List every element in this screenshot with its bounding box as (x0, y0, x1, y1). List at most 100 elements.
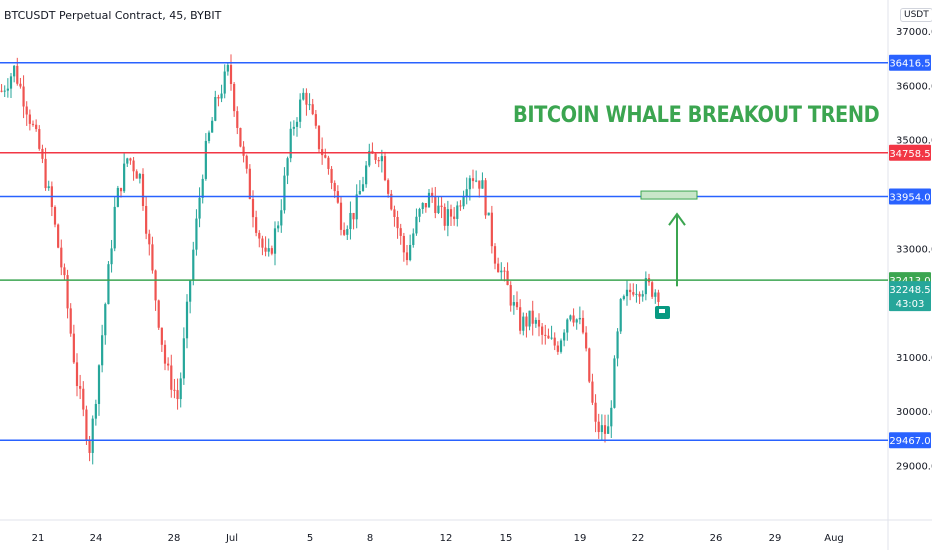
candle-series (0, 54, 660, 465)
candle-body (292, 126, 295, 129)
candle-body (248, 168, 251, 199)
time-tick-label: 5 (307, 533, 313, 544)
candle-body (484, 180, 487, 216)
candle-body (500, 270, 503, 273)
candle-body (69, 308, 72, 334)
candle-body (390, 193, 393, 210)
coffee-icon (655, 306, 670, 319)
price-tick-label: 37000.0 (896, 27, 932, 38)
candle-body (201, 178, 204, 198)
currency-label[interactable]: USDT (900, 8, 932, 22)
last-price-label: 32248.5 (889, 285, 930, 296)
candle-body (512, 302, 515, 306)
candle-body (361, 184, 365, 192)
candle-body (644, 278, 647, 295)
candle-body (603, 425, 607, 434)
candle-body (402, 235, 405, 253)
candle-body (9, 76, 13, 89)
candle-body (245, 155, 248, 169)
candle-body (352, 212, 355, 220)
candle-body (110, 248, 113, 265)
candle-body (434, 196, 437, 214)
candle-body (534, 319, 537, 324)
price-tick-label: 29000.0 (896, 462, 932, 473)
candle-body (506, 270, 509, 286)
candle-body (273, 228, 277, 254)
candle-body (440, 205, 443, 207)
candle-body (151, 244, 154, 271)
candle-body (635, 293, 638, 295)
candle-body (563, 332, 566, 341)
candle-body (185, 301, 189, 339)
candle-body (453, 216, 456, 219)
candle-body (657, 292, 660, 302)
candle-body (503, 270, 506, 272)
candle-body (383, 156, 387, 181)
candle-body (349, 212, 352, 230)
candle-body (393, 209, 396, 217)
candle-body (638, 293, 641, 297)
candle-body (6, 88, 9, 91)
candle-body (610, 407, 613, 427)
candle-body (145, 205, 148, 234)
candle-body (409, 244, 412, 261)
price-badge-label: 29467.0 (889, 436, 930, 447)
candle-body (317, 125, 321, 150)
candle-body (88, 440, 91, 453)
time-tick-label: 22 (632, 533, 645, 544)
price-axis: 37000.0 36000.0 35000.0 33000.0 31000.0 30000… (896, 27, 932, 473)
candle-body (541, 326, 544, 335)
candle-body (380, 156, 383, 162)
candle-body (148, 233, 151, 245)
time-tick-label: Aug (824, 533, 844, 544)
candle-body (135, 171, 138, 179)
price-badge (889, 54, 931, 71)
candle-body (270, 248, 273, 254)
candle-body (251, 198, 255, 218)
candle-body (75, 362, 79, 387)
candle-body (418, 209, 421, 217)
candle-body (82, 388, 85, 410)
price-badge (889, 144, 931, 161)
target-box (640, 190, 698, 200)
candle-body (13, 65, 16, 77)
time-tick-label: Jul (225, 533, 238, 544)
candle-body (104, 304, 107, 336)
candle-body (525, 316, 528, 327)
candle-body (427, 192, 431, 208)
candle-body (311, 104, 314, 115)
candle-body (607, 426, 610, 434)
candle-body (277, 225, 280, 229)
candle-body (566, 319, 569, 333)
candle-body (217, 96, 220, 99)
candle-body (374, 153, 377, 161)
candle-body (283, 175, 286, 211)
candle-body (85, 409, 88, 441)
candle-body (116, 187, 119, 207)
annotation-text: BITCOIN WHALE BREAKOUT TREND (513, 103, 880, 128)
candle-body (160, 327, 163, 345)
candle-body (585, 332, 588, 349)
time-tick-label: 24 (90, 533, 103, 544)
candle-body (204, 140, 207, 179)
candle-body (242, 146, 245, 156)
price-tick-label: 35000.0 (896, 136, 932, 147)
candle-body (339, 202, 343, 230)
candle-body (493, 246, 497, 264)
candle-body (19, 83, 22, 87)
candle-body (192, 249, 195, 281)
time-tick-label: 28 (168, 533, 181, 544)
candle-body (119, 187, 123, 192)
symbol-title[interactable]: BTCUSDT Perpetual Contract, 45, BYBIT (4, 9, 222, 22)
candle-body (569, 315, 572, 320)
price-tick-label: 31000.0 (896, 353, 932, 364)
time-tick-label: 8 (367, 533, 373, 544)
candle-body (280, 210, 283, 226)
candle-body (613, 358, 616, 408)
time-tick-label: 15 (500, 533, 513, 544)
candle-body (107, 264, 110, 305)
price-badge (889, 432, 931, 449)
candle-body (44, 158, 47, 189)
candle-body (355, 194, 358, 220)
